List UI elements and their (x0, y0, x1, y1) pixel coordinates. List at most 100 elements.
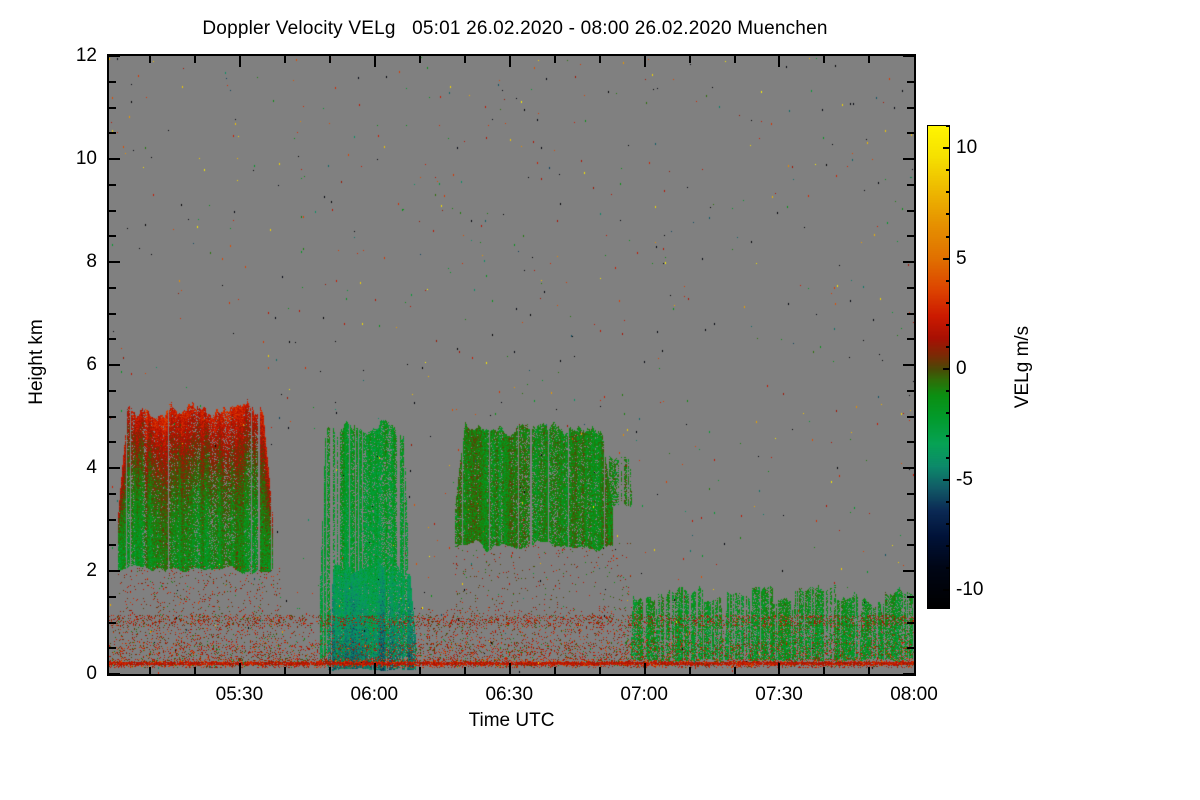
colorbar-minor-tick (946, 301, 950, 304)
heatmap-plot-area[interactable] (107, 54, 916, 676)
y-axis-minor-tick-right (907, 132, 914, 135)
colorbar-label: VELg m/s (1012, 325, 1033, 409)
x-axis-major-tick (778, 663, 781, 674)
x-axis-major-tick-top (508, 56, 511, 67)
x-axis-minor-tick-top (868, 56, 871, 63)
colorbar-minor-tick (946, 191, 950, 194)
y-axis-minor-tick-right (907, 621, 914, 624)
x-axis-minor-tick (598, 667, 601, 674)
y-axis-minor-tick (109, 441, 116, 444)
x-axis-major-tick-top (643, 56, 646, 67)
y-axis-minor-tick-right (907, 106, 914, 109)
y-axis-tick-label: 0 (86, 663, 97, 684)
y-axis-minor-tick-right (907, 415, 914, 418)
y-axis-minor-tick (109, 209, 116, 212)
y-axis-minor-tick-right (907, 389, 914, 392)
colorbar-minor-tick (946, 169, 950, 172)
colorbar-major-tick (943, 257, 950, 260)
y-axis-minor-tick-right (907, 338, 914, 341)
x-axis-minor-tick-top (598, 56, 601, 63)
y-axis-minor-tick (109, 235, 116, 238)
y-axis-minor-tick-right (907, 441, 914, 444)
colorbar-major-tick (943, 478, 950, 481)
y-axis-minor-tick-right (907, 312, 914, 315)
y-axis-tick-label: 4 (86, 457, 97, 478)
x-axis-tick-label: 06:30 (485, 684, 534, 705)
y-axis-tick-label: 8 (86, 251, 97, 272)
y-axis-minor-tick (109, 415, 116, 418)
y-axis-minor-tick (109, 518, 116, 521)
colorbar-tick-label: -5 (956, 468, 973, 490)
colorbar-minor-tick (946, 434, 950, 437)
y-axis-minor-tick-right (907, 209, 914, 212)
y-axis-minor-tick-right (907, 647, 914, 650)
y-axis-major-tick (109, 467, 120, 469)
x-axis-minor-tick (193, 667, 196, 674)
colorbar-minor-tick (946, 346, 950, 349)
y-axis-minor-tick-right (907, 518, 914, 521)
x-axis-minor-tick (868, 667, 871, 674)
x-axis-minor-tick-top (463, 56, 466, 63)
y-axis-tick-label: 6 (86, 354, 97, 375)
x-axis-minor-tick-top (733, 56, 736, 63)
y-axis-minor-tick-right (907, 544, 914, 547)
colorbar-tick-label: 0 (956, 358, 967, 380)
x-axis-tick-label: 05:30 (215, 684, 264, 705)
colorbar-major-tick (943, 147, 950, 150)
x-axis-minor-tick (463, 667, 466, 674)
x-axis-minor-tick-top (148, 56, 151, 63)
x-axis-minor-tick-top (328, 56, 331, 63)
y-axis-major-tick (109, 158, 120, 160)
colorbar-tick-label: 5 (956, 247, 967, 269)
y-axis-major-tick-right (903, 364, 914, 366)
x-axis-major-tick-top (778, 56, 781, 67)
colorbar-minor-tick (946, 213, 950, 216)
y-axis-minor-tick (109, 492, 116, 495)
colorbar-tick-label: -10 (956, 579, 984, 601)
colorbar-minor-tick (946, 456, 950, 459)
x-axis-minor-tick (328, 667, 331, 674)
colorbar-minor-tick (946, 545, 950, 548)
y-axis-label: Height km (26, 319, 47, 405)
x-axis-tick-label: 07:30 (755, 684, 803, 705)
colorbar-minor-tick (946, 522, 950, 525)
x-axis-tick-label: 08:00 (890, 684, 938, 705)
colorbar-tick-label: 10 (956, 137, 978, 159)
x-axis-major-tick-top (238, 56, 241, 67)
colorbar[interactable] (927, 125, 950, 609)
colorbar-minor-tick (946, 125, 950, 127)
y-axis-major-tick-right (903, 673, 914, 675)
y-axis-major-tick (109, 570, 120, 572)
colorbar-minor-tick (946, 235, 950, 238)
y-axis-minor-tick (109, 647, 116, 650)
y-axis-minor-tick (109, 595, 116, 598)
x-axis-minor-tick (283, 667, 286, 674)
page-title: Doppler Velocity VELg 05:01 26.02.2020 -… (202, 18, 828, 39)
y-axis-major-tick (109, 261, 120, 263)
colorbar-major-tick (943, 589, 950, 592)
y-axis-minor-tick-right (907, 492, 914, 495)
y-axis-major-tick-right (903, 158, 914, 160)
x-axis-tick-label: 06:00 (350, 684, 399, 705)
y-axis-major-tick-right (903, 570, 914, 572)
y-axis-minor-tick (109, 106, 116, 109)
colorbar-minor-tick (946, 279, 950, 282)
x-axis-major-tick (373, 663, 376, 674)
y-axis-minor-tick-right (907, 235, 914, 238)
y-axis-tick-label: 10 (75, 148, 97, 169)
y-axis-major-tick (109, 673, 120, 675)
y-axis-minor-tick (109, 389, 116, 392)
y-axis-minor-tick (109, 621, 116, 624)
colorbar-minor-tick (946, 500, 950, 503)
y-axis-tick-label: 2 (86, 560, 97, 581)
y-axis-major-tick (109, 55, 120, 57)
x-axis-tick-label: 07:00 (620, 684, 668, 705)
x-axis-major-tick (508, 663, 511, 674)
doppler-velocity-heatmap[interactable] (109, 56, 914, 674)
y-axis-minor-tick (109, 80, 116, 83)
x-axis-minor-tick (688, 667, 691, 674)
colorbar-minor-tick (946, 412, 950, 415)
x-axis-label: Time UTC (468, 710, 555, 731)
y-axis-minor-tick (109, 132, 116, 135)
